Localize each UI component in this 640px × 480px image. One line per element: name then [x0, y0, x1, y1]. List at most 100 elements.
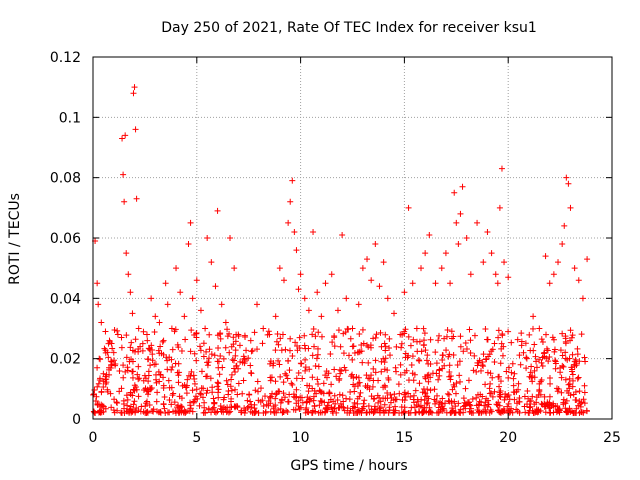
data-point-band	[495, 407, 502, 414]
data-point-band	[190, 398, 197, 405]
data-point-band	[530, 325, 537, 332]
data-point-band	[562, 376, 569, 383]
data-point	[139, 340, 146, 347]
data-point-band	[111, 326, 118, 333]
data-point	[123, 250, 130, 257]
data-point-band	[569, 371, 576, 378]
data-point-band	[98, 409, 105, 416]
data-point	[94, 280, 101, 287]
data-point	[496, 204, 503, 211]
data-point-band	[124, 367, 131, 374]
data-point	[130, 90, 137, 97]
data-point-band	[435, 376, 442, 383]
data-point-band	[340, 330, 347, 337]
data-point-band	[497, 378, 504, 385]
data-point-band	[97, 356, 104, 363]
data-point-band	[541, 393, 548, 400]
data-point-band	[295, 370, 302, 377]
data-point-band	[280, 408, 287, 415]
data-point-band	[118, 385, 125, 392]
data-point-band	[577, 403, 584, 410]
data-point-band	[401, 397, 408, 404]
data-point-band	[382, 407, 389, 414]
data-point-band	[220, 355, 227, 362]
data-point-band	[317, 409, 324, 416]
data-point-band	[182, 336, 189, 343]
data-point-band	[316, 402, 323, 409]
data-point	[314, 289, 321, 296]
data-point-band	[303, 404, 310, 411]
data-point-band	[489, 374, 496, 381]
data-point-band	[220, 396, 227, 403]
data-point-band	[569, 383, 576, 390]
data-point	[536, 325, 543, 332]
data-point-band	[500, 409, 507, 416]
data-point-band	[425, 378, 432, 385]
data-point-band	[286, 347, 293, 354]
data-point-band	[299, 399, 306, 406]
data-point-band	[484, 336, 491, 343]
data-point-band	[372, 357, 379, 364]
data-point-band	[551, 348, 558, 355]
data-point-band	[482, 325, 489, 332]
data-point-band	[533, 364, 540, 371]
data-point-band	[526, 331, 533, 338]
data-point-band	[102, 376, 109, 383]
data-point	[214, 207, 221, 214]
data-point-band	[340, 398, 347, 405]
data-point-band	[189, 387, 196, 394]
data-point	[571, 265, 578, 272]
x-tick-label: 15	[395, 430, 413, 446]
data-point-band	[176, 405, 183, 412]
data-point-band	[573, 362, 580, 369]
data-point-band	[410, 392, 417, 399]
data-point-band	[279, 331, 286, 338]
data-point-band	[215, 358, 222, 365]
data-point-band	[382, 331, 389, 338]
data-point-band	[381, 401, 388, 408]
data-point-band	[522, 409, 529, 416]
data-point-band	[439, 356, 446, 363]
data-point	[285, 219, 292, 226]
data-point-band	[575, 374, 582, 381]
data-point-band	[521, 393, 528, 400]
data-point-band	[538, 376, 545, 383]
data-point-band	[350, 343, 357, 350]
data-point	[241, 355, 248, 362]
data-point-band	[228, 371, 235, 378]
data-point-band	[215, 380, 222, 387]
data-point-band	[552, 365, 559, 372]
data-point-band	[405, 333, 412, 340]
data-point-band	[262, 393, 269, 400]
data-point	[280, 277, 287, 284]
data-point-band	[419, 389, 426, 396]
data-point	[168, 325, 175, 332]
data-point	[181, 313, 188, 320]
data-point-band	[382, 343, 389, 350]
data-point-band	[381, 366, 388, 373]
x-tick-label: 5	[192, 430, 201, 446]
data-point-band	[260, 402, 267, 409]
data-point-band	[443, 409, 450, 416]
data-point-band	[271, 409, 278, 416]
data-point-band	[228, 395, 235, 402]
data-point-band	[543, 331, 550, 338]
data-point	[463, 235, 470, 241]
data-point	[260, 325, 267, 332]
data-point-band	[166, 396, 173, 403]
data-point-band	[505, 400, 512, 407]
data-point-band	[248, 404, 255, 411]
data-point-band	[286, 367, 293, 374]
data-point-band	[535, 391, 542, 398]
data-point-band	[396, 390, 403, 397]
data-point-band	[421, 397, 428, 404]
data-point-band	[285, 357, 292, 364]
data-point-band	[359, 326, 366, 333]
data-point-band	[129, 368, 136, 375]
data-point-band	[168, 384, 175, 391]
data-point-band	[580, 396, 587, 403]
data-point-band	[262, 408, 269, 415]
data-point-band	[309, 385, 316, 392]
data-point	[152, 313, 159, 320]
data-point-band	[111, 409, 118, 416]
